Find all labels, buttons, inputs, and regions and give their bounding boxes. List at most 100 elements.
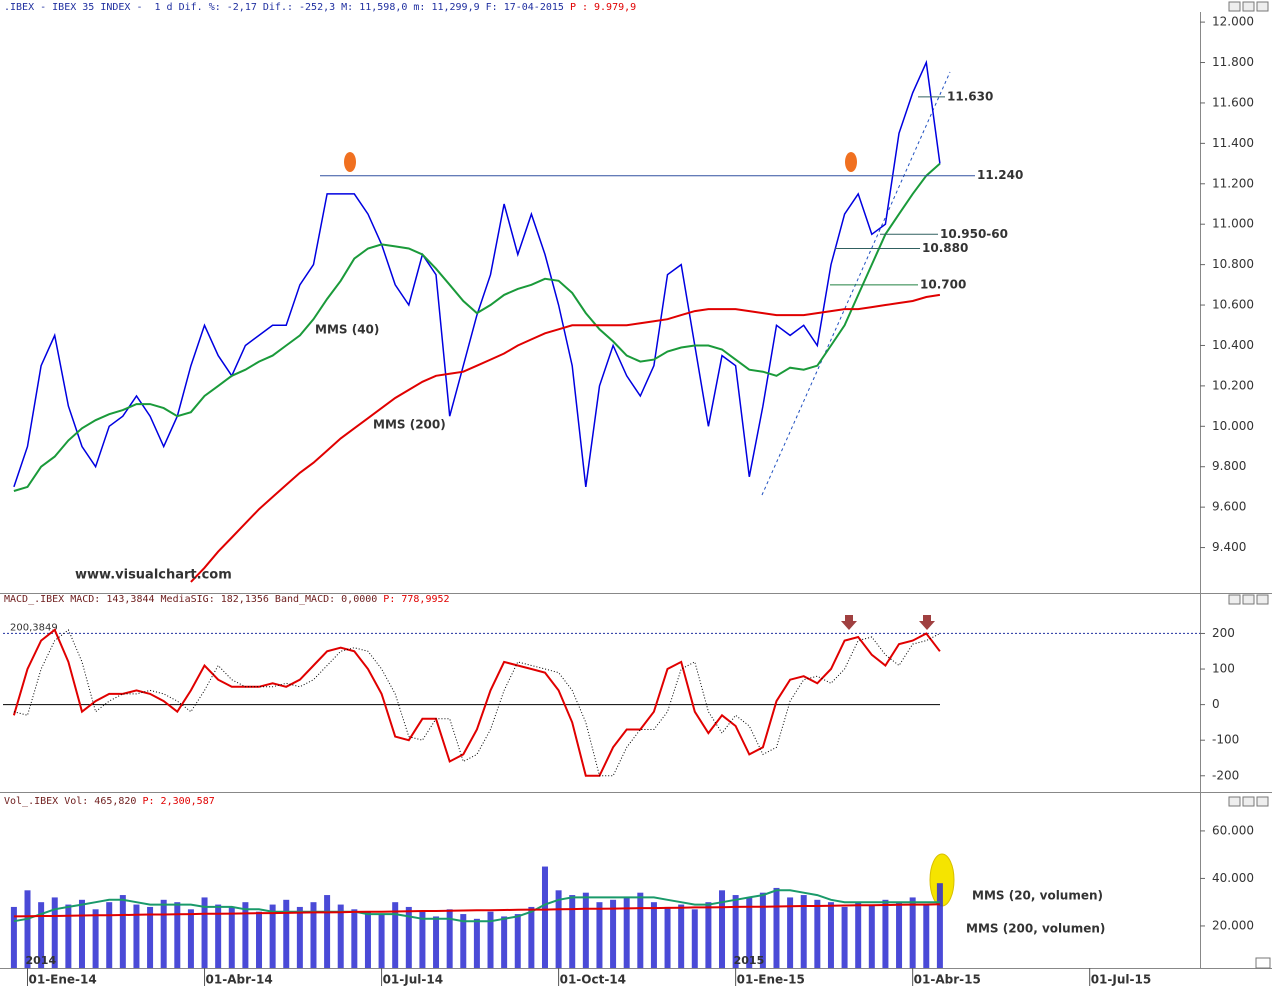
volume-bar [896, 902, 903, 968]
volume-bar [528, 906, 535, 968]
y-tick-label: 11.600 [1212, 95, 1254, 109]
x-tick-label: 01-Jul-15 [1091, 973, 1151, 987]
panel-header: MACD_.IBEX MACD: 143,3844 MediaSIG: 182,… [4, 594, 450, 605]
y-tick-label: 200 [1212, 626, 1235, 640]
series-label: MMS (20, volumen) [972, 889, 1103, 903]
volume-bar [351, 909, 358, 968]
panel-header: Vol_.IBEX Vol: 465,820 P: 2,300,587 [4, 796, 215, 807]
y-tick-label: 11.800 [1212, 55, 1254, 69]
volume-bar [909, 897, 916, 968]
volume-bar [855, 902, 862, 968]
volume-bar [337, 904, 344, 968]
volume-bar [92, 909, 99, 968]
volume-bar [78, 899, 85, 968]
volume-bar [827, 902, 834, 968]
x-tick-label: 01-Jul-14 [383, 973, 443, 987]
button[interactable] [1256, 796, 1269, 807]
volume-bar [228, 906, 235, 968]
button[interactable] [1228, 1, 1241, 12]
volume-bar [637, 892, 644, 968]
volume-bar [405, 906, 412, 968]
peak-marker [344, 152, 356, 172]
volume-bar [650, 902, 657, 968]
volume-bar [364, 911, 371, 968]
volume-bar [759, 892, 766, 968]
window-buttons [1228, 1, 1269, 807]
button[interactable] [1256, 594, 1269, 605]
button[interactable] [1242, 594, 1255, 605]
series-line [12, 628, 941, 777]
volume-bar [460, 914, 467, 968]
reference-label: 200,3849 [10, 622, 58, 633]
y-tick-label: 11.200 [1212, 176, 1254, 190]
volume-bar [705, 902, 712, 968]
button[interactable] [1228, 594, 1241, 605]
volume-bar [24, 890, 31, 968]
year-label: 2014 [26, 954, 57, 967]
volume-bar [419, 911, 426, 968]
volume-bar [51, 897, 58, 968]
volume-bar [242, 902, 249, 968]
watermark: www.visualchart.com [75, 568, 232, 583]
volume-bar [296, 906, 303, 968]
series-line [13, 889, 940, 923]
volume-bar [283, 899, 290, 968]
volume-bar [147, 906, 154, 968]
series-label: MMS (200, volumen) [966, 922, 1105, 936]
volume-bar [378, 914, 385, 968]
y-tick-label: 100 [1212, 662, 1235, 676]
volume-bar [814, 899, 821, 968]
volume-bar [582, 892, 589, 968]
series-label: MMS (200) [373, 418, 446, 432]
volume-bar [187, 909, 194, 968]
x-tick-label: 01-Ene-15 [737, 973, 805, 987]
header-text: Vol_.IBEX Vol: 465,820 [4, 796, 142, 807]
volume-bar [310, 902, 317, 968]
volume-bar [787, 897, 794, 968]
frames [0, 12, 1272, 969]
volume-bar [732, 895, 739, 968]
volume-bar [133, 904, 140, 968]
volume-bar [596, 902, 603, 968]
volume-bar [678, 904, 685, 968]
x-tick-label: 01-Ene-14 [29, 973, 97, 987]
volume-bar [719, 890, 726, 968]
level-label: 11.630 [947, 89, 993, 103]
volume-bar [610, 899, 617, 968]
y-tick-label: 20.000 [1212, 918, 1254, 932]
y-tick-label: 10.000 [1212, 419, 1254, 433]
volume-bar [256, 911, 263, 968]
series-label: MMS (40) [315, 323, 379, 337]
volume-bar [514, 914, 521, 968]
y-tick-label: 9.800 [1212, 459, 1246, 473]
series-line [13, 59, 941, 488]
volume-bar [392, 902, 399, 968]
volume-bar [541, 866, 548, 968]
y-tick-label: 11.400 [1212, 136, 1254, 150]
button[interactable] [1256, 1, 1269, 12]
volume-bar [324, 895, 331, 968]
volume-bar [119, 895, 126, 968]
arrow [919, 615, 935, 630]
header-price: P : 9.979,9 [570, 2, 636, 13]
level-label: 10.700 [920, 277, 966, 291]
level-label: 10.880 [922, 241, 968, 255]
x-tick-label: 01-Abr-15 [914, 973, 981, 987]
button[interactable] [1228, 796, 1241, 807]
zoom-box[interactable] [1255, 957, 1271, 969]
button[interactable] [1242, 796, 1255, 807]
header-price: P: 2,300,587 [142, 796, 214, 807]
series-line [190, 293, 941, 583]
volume-bar [446, 909, 453, 968]
volume-bar [160, 899, 167, 968]
x-tick-label: 01-Abr-14 [206, 973, 273, 987]
y-tick-label: 40.000 [1212, 871, 1254, 885]
volume-bar [201, 897, 208, 968]
y-tick-label: 12.000 [1212, 15, 1254, 29]
header-text: MACD_.IBEX MACD: 143,3844 MediaSIG: 182,… [4, 594, 383, 605]
button[interactable] [1242, 1, 1255, 12]
y-tick-label: 10.400 [1212, 338, 1254, 352]
y-tick-label: 0 [1212, 697, 1220, 711]
